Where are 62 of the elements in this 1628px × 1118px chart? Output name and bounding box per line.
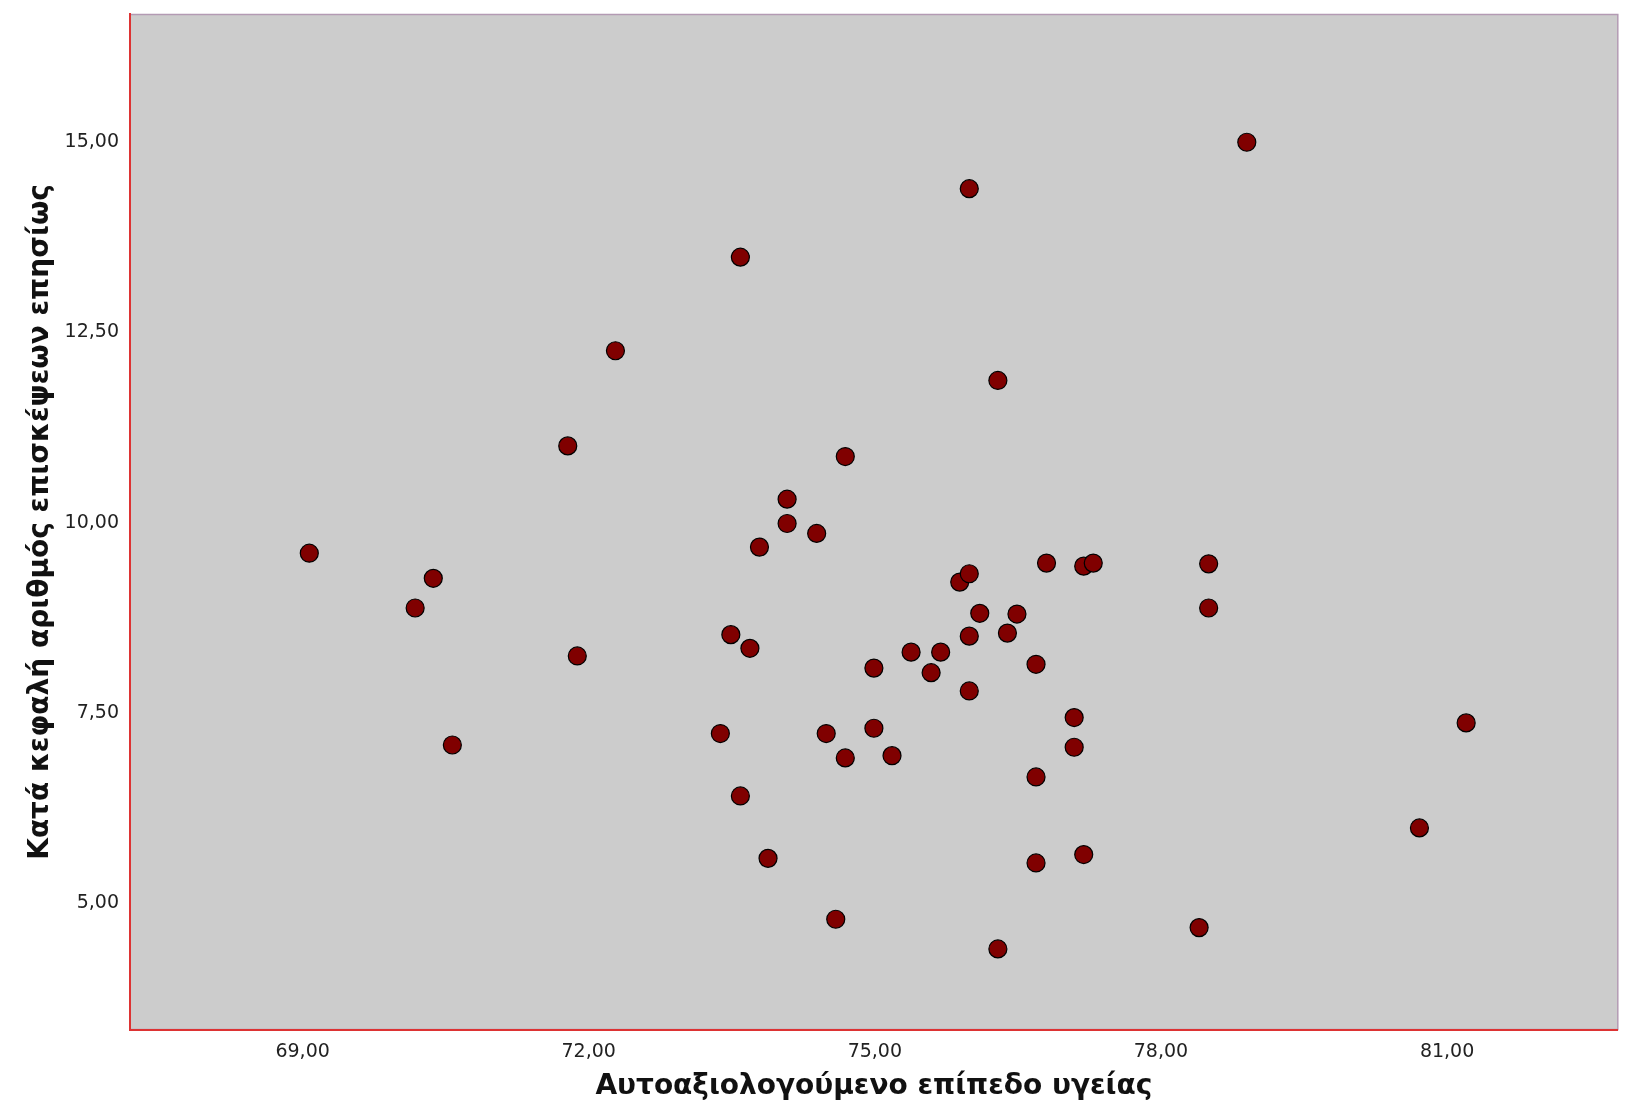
point [931, 642, 951, 662]
x-tick-label: 75,00 [847, 1038, 903, 1061]
point [567, 646, 587, 666]
point [1007, 604, 1027, 624]
point [299, 543, 319, 563]
point [730, 786, 750, 806]
point [1456, 713, 1476, 733]
point [758, 848, 778, 868]
point [988, 370, 1008, 391]
point [777, 513, 797, 534]
point [901, 642, 921, 662]
point [835, 748, 855, 768]
point [807, 523, 827, 544]
point [864, 718, 884, 738]
point [997, 623, 1018, 643]
y-tick-label: 7,50 [76, 699, 119, 722]
point [777, 489, 797, 509]
point [816, 723, 836, 744]
y-tick-label: 10,00 [64, 509, 119, 532]
point [970, 603, 990, 623]
point [558, 436, 578, 456]
point [1026, 767, 1046, 787]
y-tick-label: 12,50 [64, 319, 119, 342]
y-axis-title: Κατά κεφαλή αριθμός επισκέψεων επησίως [22, 184, 56, 860]
y-tick-label: 5,00 [76, 890, 119, 913]
point [1064, 737, 1084, 757]
point [959, 179, 979, 199]
point [605, 341, 626, 361]
point [959, 564, 979, 584]
point [1036, 553, 1057, 573]
point [882, 746, 902, 766]
point [959, 681, 979, 701]
x-tick-label: 72,00 [561, 1038, 616, 1061]
point [749, 537, 770, 557]
x-tick-label: 81,00 [1419, 1038, 1475, 1061]
point [1199, 554, 1219, 574]
point [1026, 853, 1046, 873]
point [1083, 553, 1103, 573]
point [864, 658, 884, 678]
point [721, 625, 741, 645]
point [730, 247, 750, 267]
point [921, 663, 941, 683]
point [988, 939, 1008, 959]
point [1199, 598, 1219, 618]
point [1074, 844, 1094, 865]
point [1409, 818, 1430, 838]
point [959, 626, 979, 646]
point [1026, 654, 1046, 674]
y-tick-label: 15,00 [64, 129, 119, 152]
x-tick-label: 78,00 [1133, 1038, 1189, 1061]
point [423, 568, 443, 588]
point [1064, 707, 1084, 728]
point [442, 735, 462, 755]
point [1237, 132, 1257, 152]
point [826, 909, 846, 929]
point [835, 446, 855, 467]
point [710, 723, 730, 744]
point [1189, 918, 1209, 938]
point [405, 598, 425, 618]
x-axis-title: Αυτοαξιολογούμενο επίπεδο υγείας [595, 1068, 1153, 1102]
point [740, 638, 760, 658]
x-tick-label: 69,00 [275, 1038, 330, 1061]
